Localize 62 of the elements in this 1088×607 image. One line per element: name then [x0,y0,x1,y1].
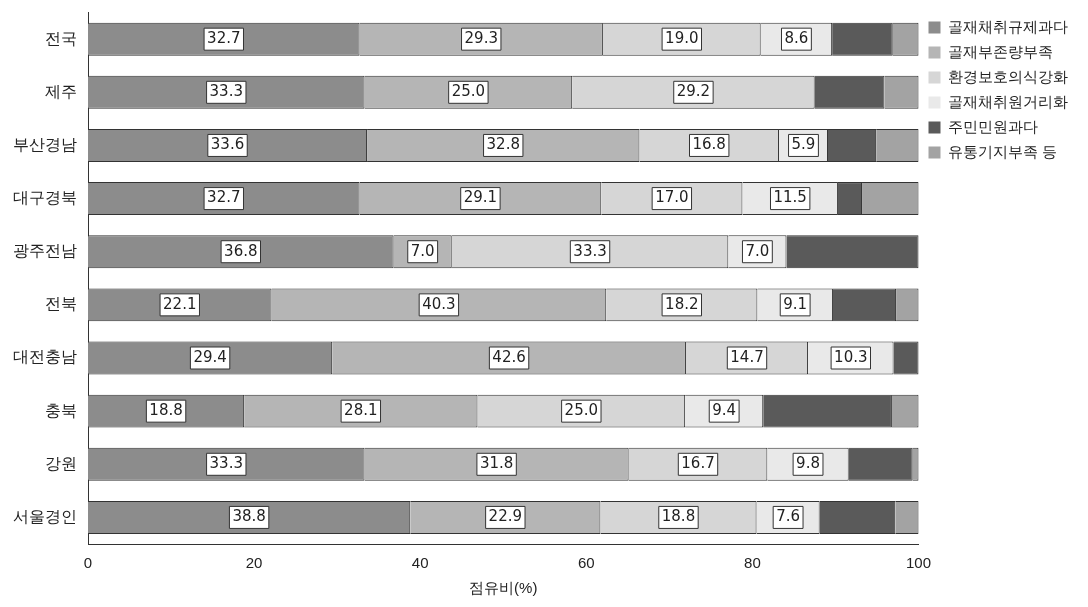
data-label: 8.6 [784,29,809,48]
x-axis-title: 점유비(%) [469,579,538,597]
data-label: 7.0 [745,241,770,260]
legend-label: 환경보호의식강화 [948,67,1068,85]
data-label: 16.7 [681,454,715,473]
data-label: 5.9 [791,135,816,154]
data-label: 40.3 [422,294,456,313]
data-label: 25.0 [564,401,599,420]
data-label: 32.7 [207,29,241,48]
y-tick-label: 광주전남 [13,242,77,260]
y-tick-label: 충북 [45,401,77,419]
legend-label: 골재부존량부족 [948,42,1053,60]
data-label: 33.6 [210,135,245,154]
data-label: 28.1 [344,401,378,420]
data-label: 18.2 [665,294,699,313]
y-tick-label: 강원 [45,454,77,472]
data-label: 32.8 [486,135,520,154]
data-label: 25.0 [451,82,486,101]
data-label: 7.0 [410,241,435,260]
data-label: 18.8 [661,507,696,526]
x-tick-label: 0 [83,554,93,572]
y-tick-label: 전북 [45,295,77,313]
legend-label: 골재채취규제과다 [948,17,1068,35]
data-label: 7.6 [776,507,801,526]
data-label: 31.8 [479,454,514,473]
data-label: 17.0 [655,188,689,207]
x-tick-label: 100 [905,554,932,572]
data-label: 10.3 [834,347,868,366]
data-label: 18.8 [149,401,183,420]
data-label: 42.6 [492,347,526,366]
y-tick-label: 부산경남 [13,135,77,153]
data-label: 9.8 [796,454,820,473]
data-label: 32.7 [207,188,241,207]
x-tick-label: 40 [411,554,429,572]
data-label: 38.8 [232,507,266,526]
x-tick-label: 60 [577,554,595,572]
data-label: 33.3 [209,454,243,473]
legend-label: 유통기지부족 등 [948,142,1058,160]
data-label: 16.8 [692,135,726,154]
y-tick-label: 대구경북 [13,189,77,206]
data-label: 11.5 [773,188,807,207]
data-label: 9.4 [712,401,737,420]
x-tick-label: 80 [744,554,761,572]
legend-label: 골재채취원거리화 [948,92,1068,110]
data-label: 22.1 [163,294,197,313]
data-label: 14.7 [730,347,764,366]
y-tick-label: 전국 [45,29,77,47]
data-label: 36.8 [224,241,258,260]
data-label: 19.0 [665,29,699,48]
legend-label: 주민민원과다 [948,117,1038,135]
data-label: 22.9 [488,507,523,526]
data-label: 9.1 [783,294,808,313]
data-label: 29.1 [463,188,498,207]
data-label: 33.3 [573,241,607,260]
data-label: 29.3 [464,29,498,48]
data-label: 29.4 [193,347,227,366]
data-label: 29.2 [676,82,711,101]
y-tick-label: 서울경인 [13,507,77,525]
x-tick-label: 20 [245,554,263,572]
y-tick-label: 제주 [45,82,77,100]
y-tick-label: 대전충남 [13,348,77,366]
data-label: 33.3 [209,82,243,101]
